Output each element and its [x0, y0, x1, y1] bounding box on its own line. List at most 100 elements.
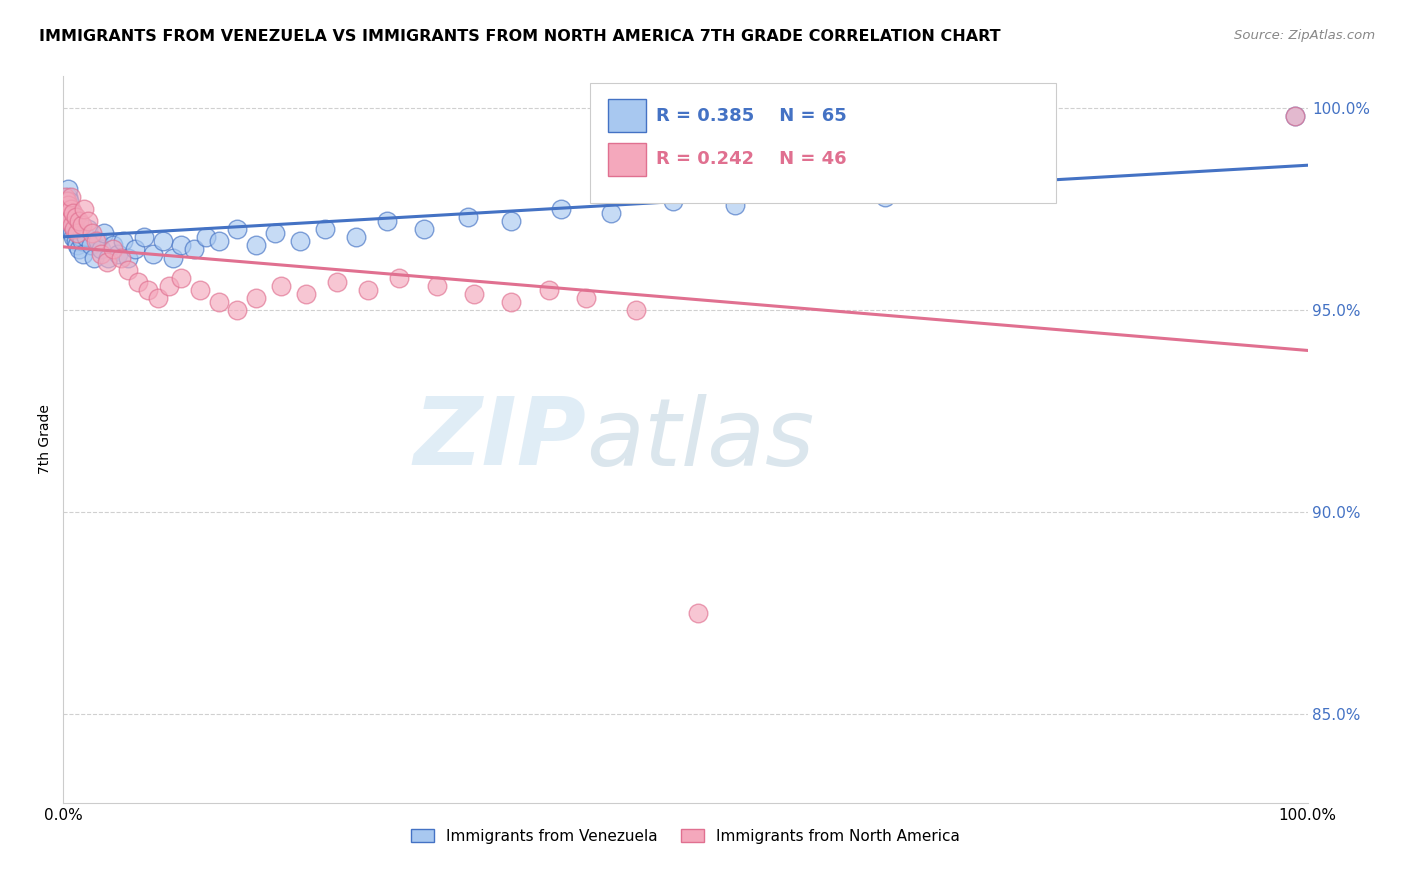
Point — [72, 246, 94, 260]
Point — [107, 246, 129, 260]
Point — [157, 278, 180, 293]
Point — [70, 219, 93, 233]
Text: ZIP: ZIP — [413, 393, 586, 485]
Point — [501, 214, 523, 228]
Point — [58, 202, 80, 216]
Point — [77, 222, 100, 236]
Point — [799, 186, 821, 200]
Point — [87, 235, 110, 249]
Point — [58, 210, 80, 224]
Point — [326, 275, 349, 289]
Point — [59, 206, 82, 220]
Point — [575, 291, 598, 305]
Point — [65, 235, 87, 249]
Point — [90, 243, 112, 257]
Point — [457, 210, 479, 224]
Point — [60, 219, 83, 233]
Point — [314, 222, 336, 236]
Point — [69, 243, 91, 257]
Point — [195, 230, 218, 244]
Point — [58, 214, 80, 228]
Point — [69, 230, 91, 244]
Point — [501, 295, 523, 310]
Point — [67, 227, 90, 241]
Point — [84, 235, 107, 249]
Point — [152, 235, 174, 249]
Point — [1284, 109, 1306, 123]
Legend: Immigrants from Venezuela, Immigrants from North America: Immigrants from Venezuela, Immigrants fr… — [405, 822, 966, 850]
Point — [413, 222, 436, 236]
Point — [73, 202, 96, 216]
Point — [170, 270, 193, 285]
Point — [77, 214, 100, 228]
Point — [55, 194, 77, 208]
Point — [96, 254, 118, 268]
Point — [226, 222, 249, 236]
Point — [63, 219, 86, 233]
Text: Source: ZipAtlas.com: Source: ZipAtlas.com — [1234, 29, 1375, 42]
Y-axis label: 7th Grade: 7th Grade — [38, 404, 52, 475]
Point — [146, 291, 169, 305]
Point — [62, 230, 84, 244]
Point — [110, 251, 132, 265]
Point — [65, 222, 87, 236]
Point — [58, 219, 80, 233]
Point — [56, 214, 79, 228]
Point — [134, 230, 156, 244]
Point — [357, 283, 380, 297]
Point — [83, 251, 105, 265]
Point — [1284, 109, 1306, 123]
Point — [142, 246, 165, 260]
Point — [344, 230, 367, 244]
Point — [63, 222, 86, 236]
Point — [245, 291, 267, 305]
Point — [75, 230, 97, 244]
Point — [226, 303, 249, 318]
Point — [183, 243, 205, 257]
Point — [170, 238, 193, 252]
Point — [388, 270, 411, 285]
Text: IMMIGRANTS FROM VENEZUELA VS IMMIGRANTS FROM NORTH AMERICA 7TH GRADE CORRELATION: IMMIGRANTS FROM VENEZUELA VS IMMIGRANTS … — [39, 29, 1001, 44]
Point — [58, 182, 80, 196]
Point — [263, 227, 285, 241]
Point — [59, 202, 82, 216]
Point — [295, 287, 318, 301]
Point — [59, 222, 82, 236]
Text: R = 0.242    N = 46: R = 0.242 N = 46 — [655, 151, 846, 169]
Point — [550, 202, 572, 216]
Point — [973, 174, 995, 188]
Point — [70, 235, 93, 249]
Point — [66, 238, 89, 252]
Point — [56, 194, 79, 208]
Point — [117, 262, 139, 277]
Point — [53, 198, 76, 212]
Point — [90, 246, 112, 260]
Text: atlas: atlas — [586, 393, 814, 485]
Point — [58, 190, 80, 204]
Point — [62, 214, 84, 228]
Point — [686, 606, 709, 620]
Point — [62, 206, 84, 220]
Point — [97, 251, 120, 265]
Point — [724, 198, 747, 212]
Point — [58, 210, 80, 224]
Point — [136, 283, 159, 297]
Point — [270, 278, 292, 293]
Point — [60, 210, 83, 224]
Point — [111, 235, 134, 249]
Point — [66, 227, 89, 241]
Point — [599, 206, 621, 220]
Point — [55, 206, 77, 220]
Point — [80, 227, 103, 241]
Point — [58, 198, 80, 212]
Point — [65, 210, 87, 224]
FancyBboxPatch shape — [589, 83, 1056, 203]
Point — [188, 283, 211, 297]
Point — [60, 227, 83, 241]
Point — [624, 303, 647, 318]
Point — [873, 190, 896, 204]
Point — [208, 235, 231, 249]
Point — [426, 278, 449, 293]
Point — [93, 227, 115, 241]
Point — [58, 194, 80, 208]
